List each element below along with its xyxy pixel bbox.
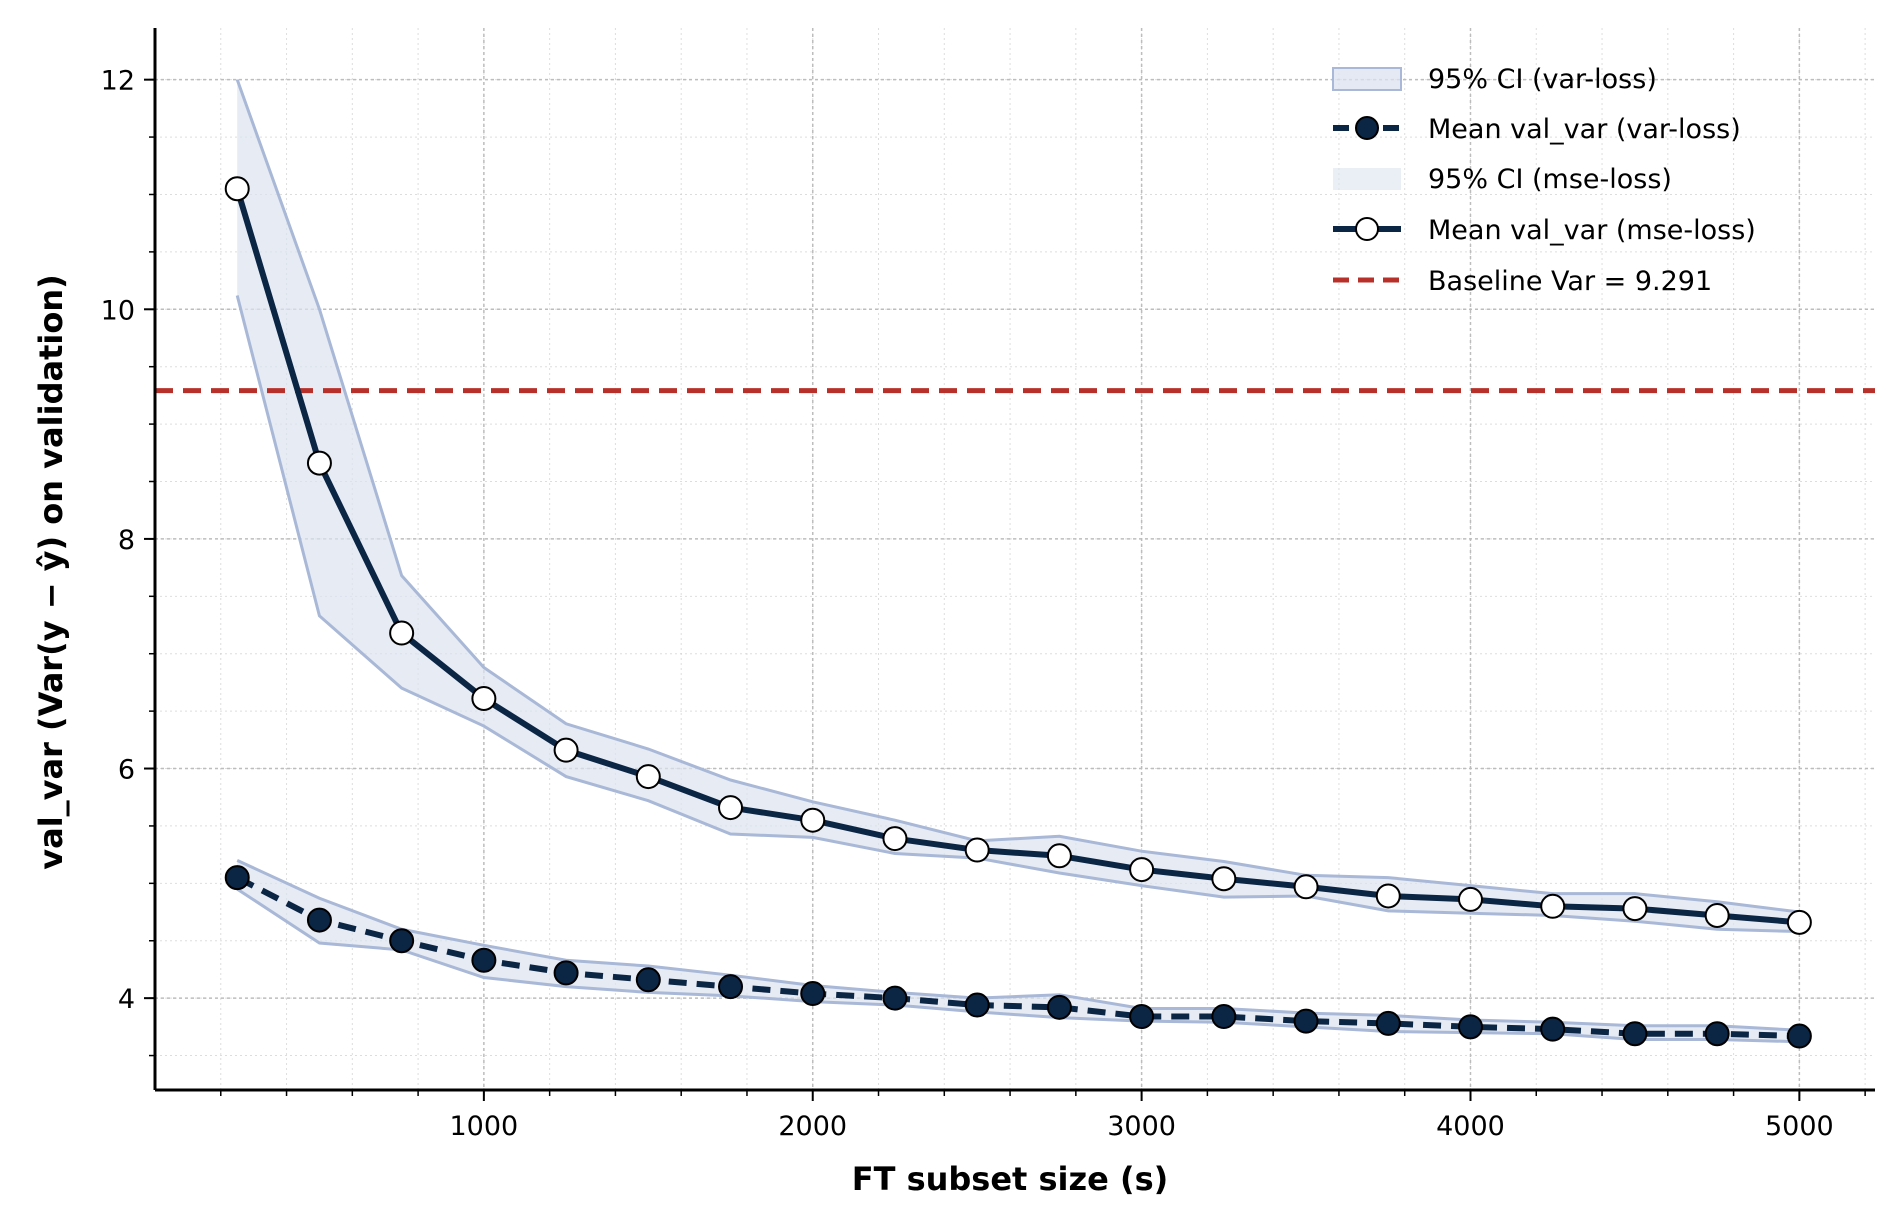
data-point-var-loss (635, 967, 661, 993)
data-point-mse-loss (1046, 843, 1072, 869)
data-point-mse-loss (882, 826, 908, 852)
y-tick-label: 4 (118, 984, 135, 1015)
legend-marker-mean-mse (1355, 217, 1379, 241)
data-point-var-loss (1457, 1014, 1483, 1040)
legend-label-ci-var: 95% CI (var-loss) (1428, 64, 1657, 95)
data-point-var-loss (1540, 1016, 1566, 1042)
x-tick-label: 1000 (450, 1111, 519, 1142)
data-point-mse-loss (800, 807, 826, 833)
y-tick-label: 12 (101, 66, 135, 97)
legend-marker-mean-var (1355, 116, 1379, 140)
axes (153, 28, 1875, 1092)
data-point-var-loss (964, 992, 990, 1018)
data-point-mse-loss (1129, 857, 1155, 883)
series-lines (234, 187, 1800, 1040)
series-line-var-loss (235, 874, 1800, 1040)
data-point-var-loss (1046, 994, 1072, 1020)
data-point-mse-loss (1457, 886, 1483, 912)
data-point-mse-loss (471, 685, 497, 711)
ci-lower-edge (235, 295, 1800, 934)
data-point-mse-loss (1211, 866, 1237, 892)
x-axis-label: FT subset size (s) (852, 1160, 1169, 1198)
legend-label-ci-mse: 95% CI (mse-loss) (1428, 164, 1672, 195)
data-point-var-loss (1622, 1021, 1648, 1047)
data-point-mse-loss (718, 795, 744, 821)
series-markers (224, 176, 1812, 1049)
data-point-mse-loss (1622, 896, 1648, 922)
data-point-mse-loss (306, 450, 332, 476)
data-point-var-loss (800, 981, 826, 1007)
x-tick-label: 2000 (778, 1111, 847, 1142)
data-point-mse-loss (224, 176, 250, 202)
data-point-var-loss (553, 960, 579, 986)
legend-label-baseline: Baseline Var = 9.291 (1428, 266, 1712, 297)
y-tick-label: 8 (118, 525, 135, 556)
y-axis-label: val_var (Var(y − ŷ) on validation) (32, 274, 70, 869)
series-line-mse-loss (234, 187, 1800, 926)
data-point-mse-loss (1293, 874, 1319, 900)
data-point-mse-loss (1704, 902, 1730, 928)
data-point-var-loss (1293, 1008, 1319, 1034)
data-point-var-loss (882, 985, 908, 1011)
y-tick-label: 6 (118, 755, 135, 786)
y-tick-label: 10 (101, 295, 135, 326)
data-point-var-loss (306, 907, 332, 933)
legend: 95% CI (var-loss) Mean val_var (var-loss… (1332, 64, 1756, 297)
data-point-var-loss (718, 974, 744, 1000)
data-point-var-loss (1129, 1004, 1155, 1030)
data-point-var-loss (1375, 1010, 1401, 1036)
ticks: 1000 2000 3000 4000 5000 4 6 8 10 12 (101, 66, 1866, 1142)
ci-band-mse-loss (237, 79, 1800, 932)
data-point-var-loss (389, 928, 415, 954)
ci-lower-edge (236, 887, 1800, 1044)
data-point-mse-loss (635, 764, 661, 790)
legend-label-mean-mse: Mean val_var (mse-loss) (1428, 215, 1756, 246)
data-point-var-loss (224, 865, 250, 891)
data-point-var-loss (471, 947, 497, 973)
data-point-mse-loss (389, 620, 415, 646)
data-point-mse-loss (1375, 883, 1401, 909)
data-point-mse-loss (553, 737, 579, 763)
ci-upper-edge (236, 859, 1800, 1032)
data-point-var-loss (1704, 1021, 1730, 1047)
legend-label-mean-var: Mean val_var (var-loss) (1428, 114, 1741, 145)
data-point-mse-loss (1540, 893, 1566, 919)
x-tick-label: 5000 (1765, 1111, 1834, 1142)
legend-swatch-ci-mse (1333, 168, 1401, 190)
data-point-mse-loss (1786, 909, 1812, 935)
ci-upper-edge (235, 79, 1800, 914)
legend-swatch-ci-var (1332, 67, 1402, 91)
x-tick-label: 3000 (1107, 1111, 1176, 1142)
data-point-mse-loss (964, 837, 990, 863)
data-point-var-loss (1211, 1004, 1237, 1030)
data-point-var-loss (1786, 1023, 1812, 1049)
x-tick-label: 4000 (1436, 1111, 1505, 1142)
